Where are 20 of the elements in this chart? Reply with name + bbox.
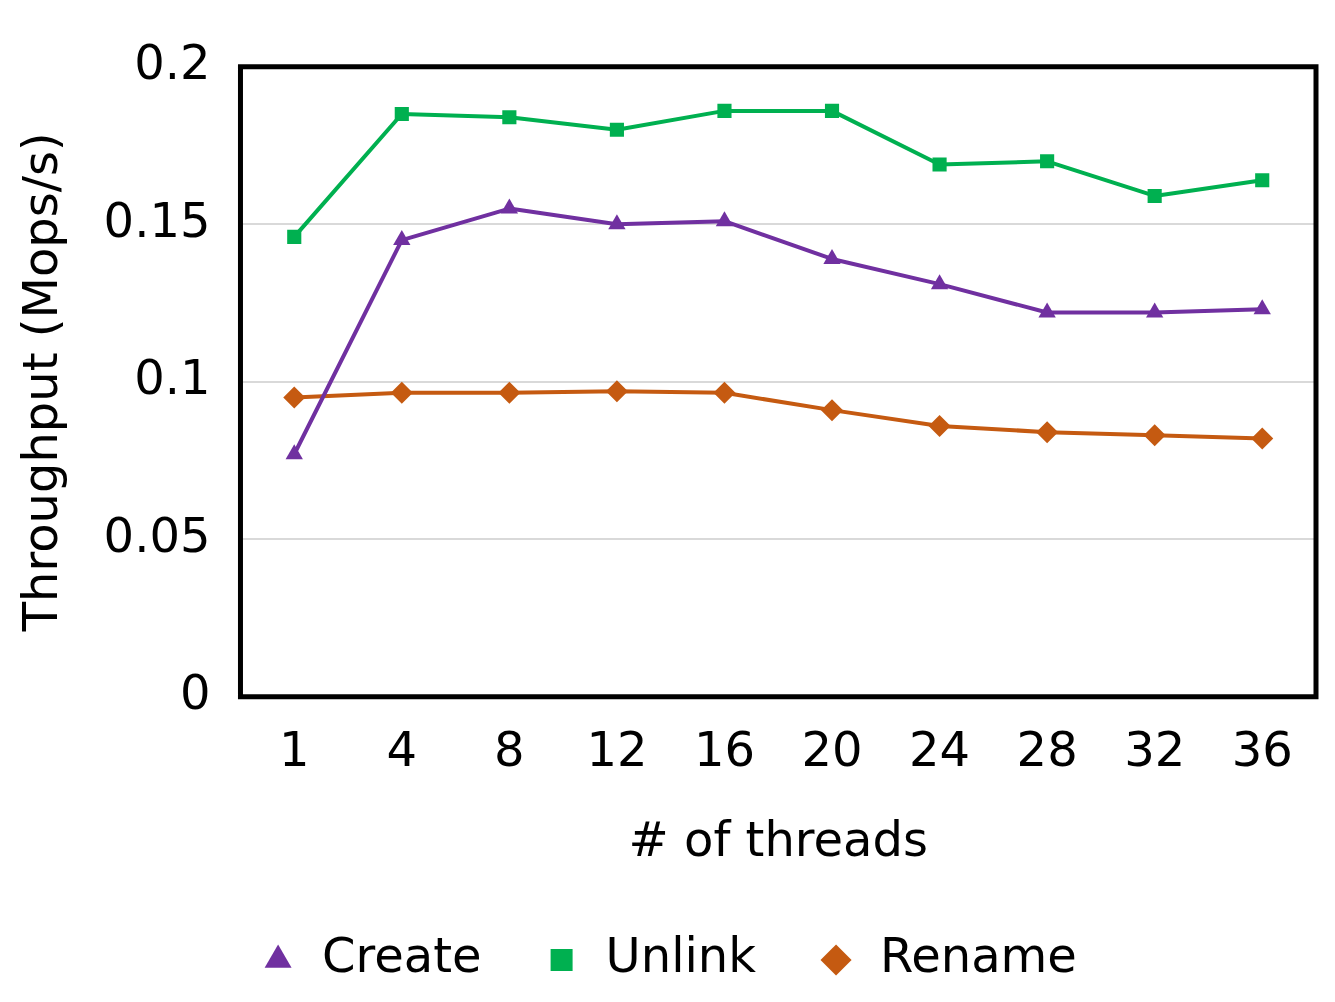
y-tick-label: 0.05 xyxy=(103,506,211,563)
legend-label: Unlink xyxy=(605,927,757,984)
x-tick-label: 36 xyxy=(1231,721,1293,778)
x-tick-label: 24 xyxy=(909,721,971,778)
y-tick-label: 0.15 xyxy=(103,191,211,248)
x-tick-label: 4 xyxy=(386,721,418,778)
legend-label: Rename xyxy=(880,927,1077,984)
x-tick-label: 8 xyxy=(494,721,525,778)
y-tick-label: 0.2 xyxy=(134,34,211,91)
x-tick-label: 20 xyxy=(801,721,863,778)
x-tick-label: 32 xyxy=(1124,721,1186,778)
x-tick-label: 16 xyxy=(693,721,755,778)
x-tick-label: 1 xyxy=(278,721,310,778)
y-tick-label: 0 xyxy=(179,664,211,721)
legend-label: Create xyxy=(322,927,482,984)
x-axis-title: # of threads xyxy=(628,810,928,867)
x-tick-label: 28 xyxy=(1016,721,1078,778)
y-tick-label: 0.1 xyxy=(134,349,211,406)
y-axis-title: Throughput (Mops/s) xyxy=(12,132,69,633)
x-tick-label: 12 xyxy=(586,721,648,778)
